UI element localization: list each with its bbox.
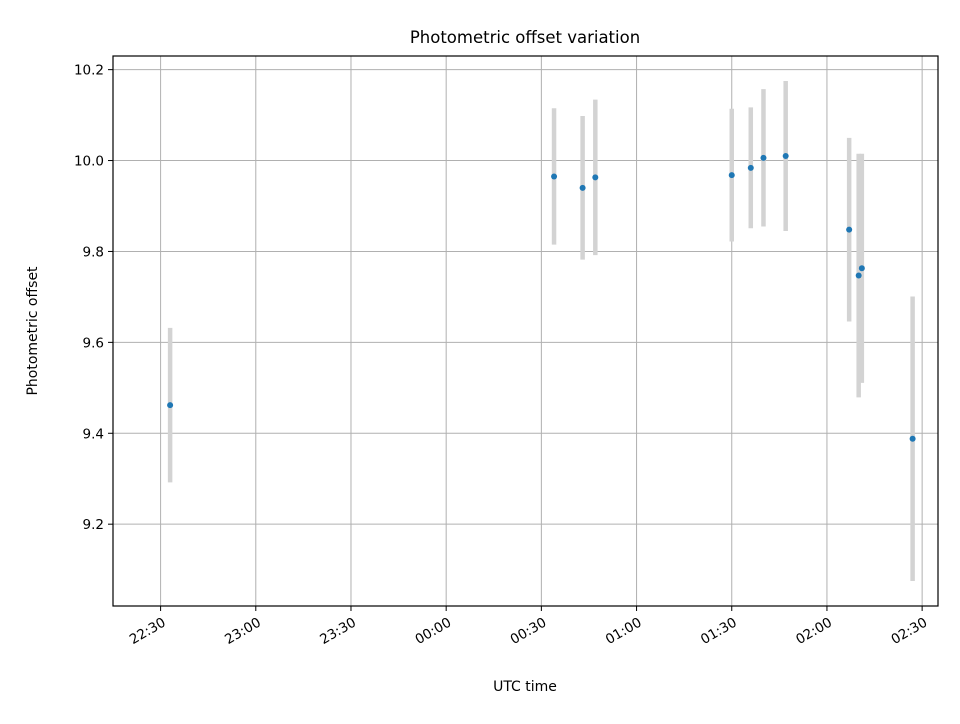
data-point: [747, 164, 754, 171]
x-tick-label: 22:30: [127, 615, 169, 648]
x-axis-label: UTC time: [493, 679, 557, 695]
data-point: [167, 402, 174, 409]
x-tick-label: 01:00: [603, 615, 645, 648]
x-tick-label: 23:30: [317, 615, 359, 648]
x-tick-label: 02:30: [888, 615, 930, 648]
data-point: [782, 153, 789, 159]
data-point: [592, 174, 599, 181]
y-tick-label: 9.8: [83, 244, 104, 260]
x-tick-label: 01:30: [698, 615, 740, 648]
y-tick-label: 9.2: [83, 517, 104, 533]
ticks: 22:30 23:00 23:30 00:00 00:30 01:00 01:30 02:00…: [74, 63, 930, 648]
data-point: [909, 435, 916, 442]
x-tick-label: 00:00: [412, 615, 454, 648]
data-points: [167, 153, 916, 442]
grid: [113, 56, 938, 606]
data-point: [858, 265, 865, 272]
data-point: [846, 226, 853, 233]
x-tick-label: 23:00: [222, 615, 264, 648]
x-tick-label: 00:30: [508, 615, 550, 648]
y-tick-label: 10.0: [74, 154, 104, 170]
chart-title: Photometric offset variation: [410, 28, 640, 47]
y-axis-label: Photometric offset: [25, 266, 41, 396]
data-point: [728, 172, 735, 179]
x-tick-label: 02:00: [793, 615, 835, 648]
y-tick-label: 10.2: [74, 63, 104, 79]
data-point: [551, 173, 558, 180]
data-point: [579, 184, 586, 191]
data-point: [760, 154, 767, 161]
plot-frame: [112, 55, 939, 607]
y-tick-label: 9.4: [83, 426, 104, 442]
y-tick-label: 9.6: [83, 335, 104, 351]
data-point: [855, 272, 862, 279]
